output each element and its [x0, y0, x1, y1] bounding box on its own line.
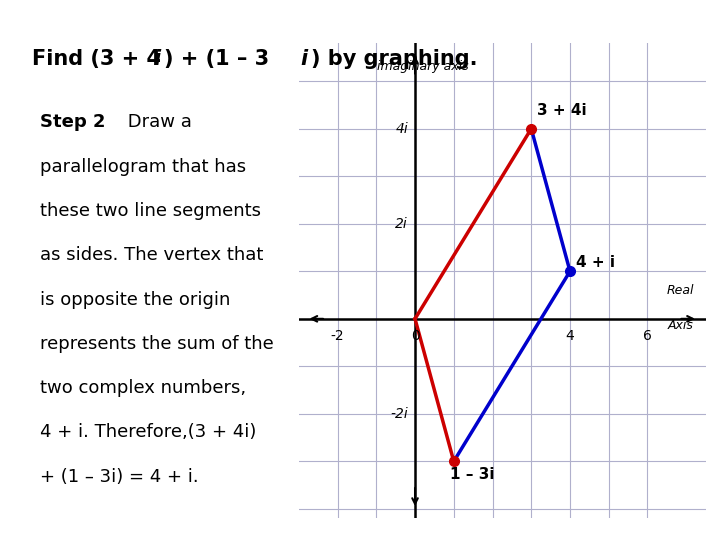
Text: two complex numbers,: two complex numbers,	[40, 379, 246, 397]
Text: 4: 4	[566, 329, 575, 343]
Text: as sides. The vertex that: as sides. The vertex that	[40, 246, 263, 264]
Text: + (1 – 3i) = 4 + i.: + (1 – 3i) = 4 + i.	[40, 468, 198, 485]
Text: Real: Real	[667, 285, 694, 298]
Text: 6: 6	[643, 329, 652, 343]
Text: imaginary axis: imaginary axis	[377, 60, 469, 73]
Text: ) + (1 – 3: ) + (1 – 3	[164, 49, 269, 69]
Text: ) by graphing.: ) by graphing.	[311, 49, 477, 69]
Text: 1 – 3i: 1 – 3i	[450, 468, 495, 482]
Text: 0: 0	[410, 329, 420, 343]
Text: Axis: Axis	[668, 319, 694, 332]
Text: Find (3 + 4: Find (3 + 4	[32, 49, 161, 69]
Text: -2i: -2i	[390, 407, 408, 421]
Text: i: i	[153, 49, 161, 69]
Text: 3 + 4i: 3 + 4i	[537, 104, 587, 118]
Text: Draw a: Draw a	[122, 113, 192, 131]
Text: parallelogram that has: parallelogram that has	[40, 158, 246, 176]
Text: 4i: 4i	[395, 122, 408, 136]
Text: -2: -2	[330, 329, 344, 343]
Text: represents the sum of the: represents the sum of the	[40, 335, 274, 353]
Text: Step 2: Step 2	[40, 113, 105, 131]
Text: i: i	[300, 49, 307, 69]
Text: these two line segments: these two line segments	[40, 202, 261, 220]
Text: 2i: 2i	[395, 217, 408, 231]
Text: 4 + i. Therefore,(3 + 4i): 4 + i. Therefore,(3 + 4i)	[40, 423, 256, 441]
Text: 4 + i: 4 + i	[576, 254, 615, 269]
Text: is opposite the origin: is opposite the origin	[40, 291, 230, 308]
